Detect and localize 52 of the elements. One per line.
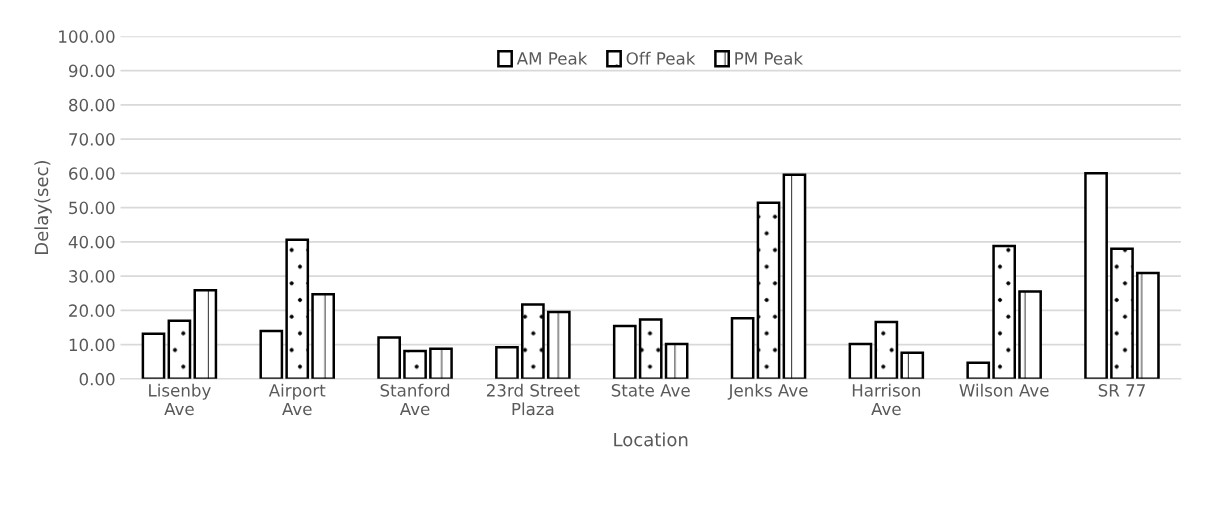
- bar: [730, 316, 755, 379]
- x-tick-label: Wilson Ave: [959, 383, 1049, 397]
- bar: [900, 351, 925, 379]
- y-tick-label: 40.00: [68, 235, 115, 249]
- y-tick-label: 0.00: [79, 372, 115, 386]
- bar: [521, 303, 545, 379]
- legend-label: AM Peak: [516, 51, 588, 65]
- x-tick-label: Stanford Ave: [380, 383, 450, 416]
- bar: [193, 288, 218, 379]
- x-tick-label: Lisenby Ave: [149, 383, 211, 416]
- y-tick-label: 90.00: [68, 64, 115, 78]
- bar: [782, 173, 807, 379]
- x-tick-label: 23rd Street Plaza: [486, 383, 580, 416]
- bar: [874, 320, 899, 379]
- y-axis-title: Delay(sec): [34, 161, 52, 254]
- legend-label: PM Peak: [735, 51, 803, 65]
- bar: [1136, 271, 1160, 379]
- bar: [612, 324, 637, 379]
- bar: [285, 238, 310, 379]
- bar: [167, 319, 192, 379]
- bar: [429, 347, 453, 379]
- bar: [1084, 172, 1108, 379]
- x-tick-label: SR 77: [1098, 384, 1145, 397]
- y-tick-label: 80.00: [69, 98, 115, 112]
- bar: [311, 293, 336, 379]
- x-tick-label: Airport Ave: [268, 383, 326, 416]
- x-tick-label: State Ave: [611, 384, 690, 397]
- bar: [638, 318, 663, 379]
- y-tick-label: 10.00: [69, 338, 115, 352]
- bar: [1018, 290, 1042, 379]
- bar: [403, 349, 427, 379]
- bar: [377, 336, 401, 379]
- y-tick-label: 50.00: [69, 201, 115, 215]
- y-tick-label: 100.00: [59, 30, 115, 43]
- x-axis-title: Location: [614, 432, 688, 447]
- bar: [259, 329, 284, 379]
- bar: [966, 361, 991, 379]
- bar: [1110, 247, 1134, 379]
- y-tick-label: 30.00: [69, 270, 115, 283]
- bar: [992, 244, 1017, 379]
- bar: [756, 201, 781, 379]
- bar: [664, 342, 689, 379]
- x-tick-label: Jenks Ave: [727, 383, 808, 400]
- x-tick-label: Harrison Ave: [852, 383, 921, 416]
- bar: [546, 310, 571, 379]
- bar: [495, 346, 519, 379]
- y-tick-label: 20.00: [69, 304, 115, 317]
- y-tick-label: 70.00: [69, 133, 115, 146]
- bar: [848, 342, 873, 379]
- bar: [141, 332, 166, 379]
- legend-label: Off Peak: [626, 51, 696, 65]
- y-tick-label: 60.00: [69, 167, 115, 180]
